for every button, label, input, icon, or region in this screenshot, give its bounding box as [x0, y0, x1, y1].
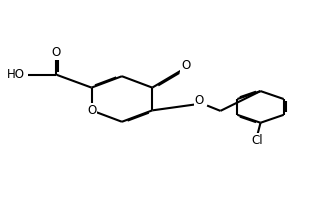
Text: O: O [194, 94, 203, 108]
Text: O: O [87, 104, 96, 117]
Text: HO: HO [6, 68, 24, 81]
Text: O: O [52, 46, 61, 59]
Text: O: O [181, 59, 190, 72]
Text: Cl: Cl [252, 134, 263, 147]
